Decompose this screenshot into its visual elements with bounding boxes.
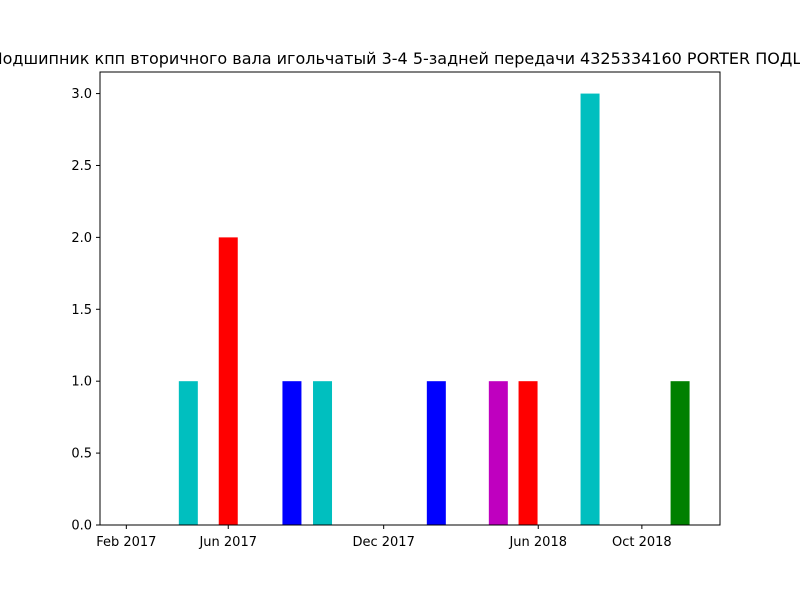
bar-4: [313, 381, 333, 525]
y-tick-label: 3.0: [71, 87, 92, 102]
y-tick-label: 1.0: [71, 375, 92, 390]
chart-title: Подшипник кпп вторичного вала игольчатый…: [0, 49, 800, 68]
bar-8: [580, 93, 600, 526]
y-tick-label: 2.0: [71, 231, 92, 246]
bar-6: [488, 381, 508, 525]
y-tick-label: 0.0: [71, 519, 92, 534]
bar-7: [518, 381, 538, 525]
x-tick-label: Dec 2017: [352, 535, 414, 550]
bar-1: [178, 381, 198, 525]
y-tick-label: 1.5: [71, 303, 92, 318]
y-tick-label: 2.5: [71, 159, 92, 174]
bar-5: [426, 381, 446, 525]
x-tick-label: Jun 2018: [508, 535, 567, 550]
x-tick-label: Oct 2018: [612, 535, 672, 550]
bars-group: [178, 93, 690, 526]
plot-area-frame: [99, 71, 721, 526]
bar-3: [282, 381, 302, 525]
bar-2: [218, 237, 238, 525]
x-tick-label: Jun 2017: [198, 535, 257, 550]
x-axis: Feb 2017 Jun 2017 Dec 2017 Jun 2018 Oct 2018: [96, 525, 672, 550]
x-tick-label: Feb 2017: [96, 535, 156, 550]
y-axis: 0.0 0.5 1.0 1.5 2.0 2.5 3.0: [71, 87, 100, 534]
y-tick-label: 0.5: [71, 447, 92, 462]
bar-9: [670, 381, 690, 525]
